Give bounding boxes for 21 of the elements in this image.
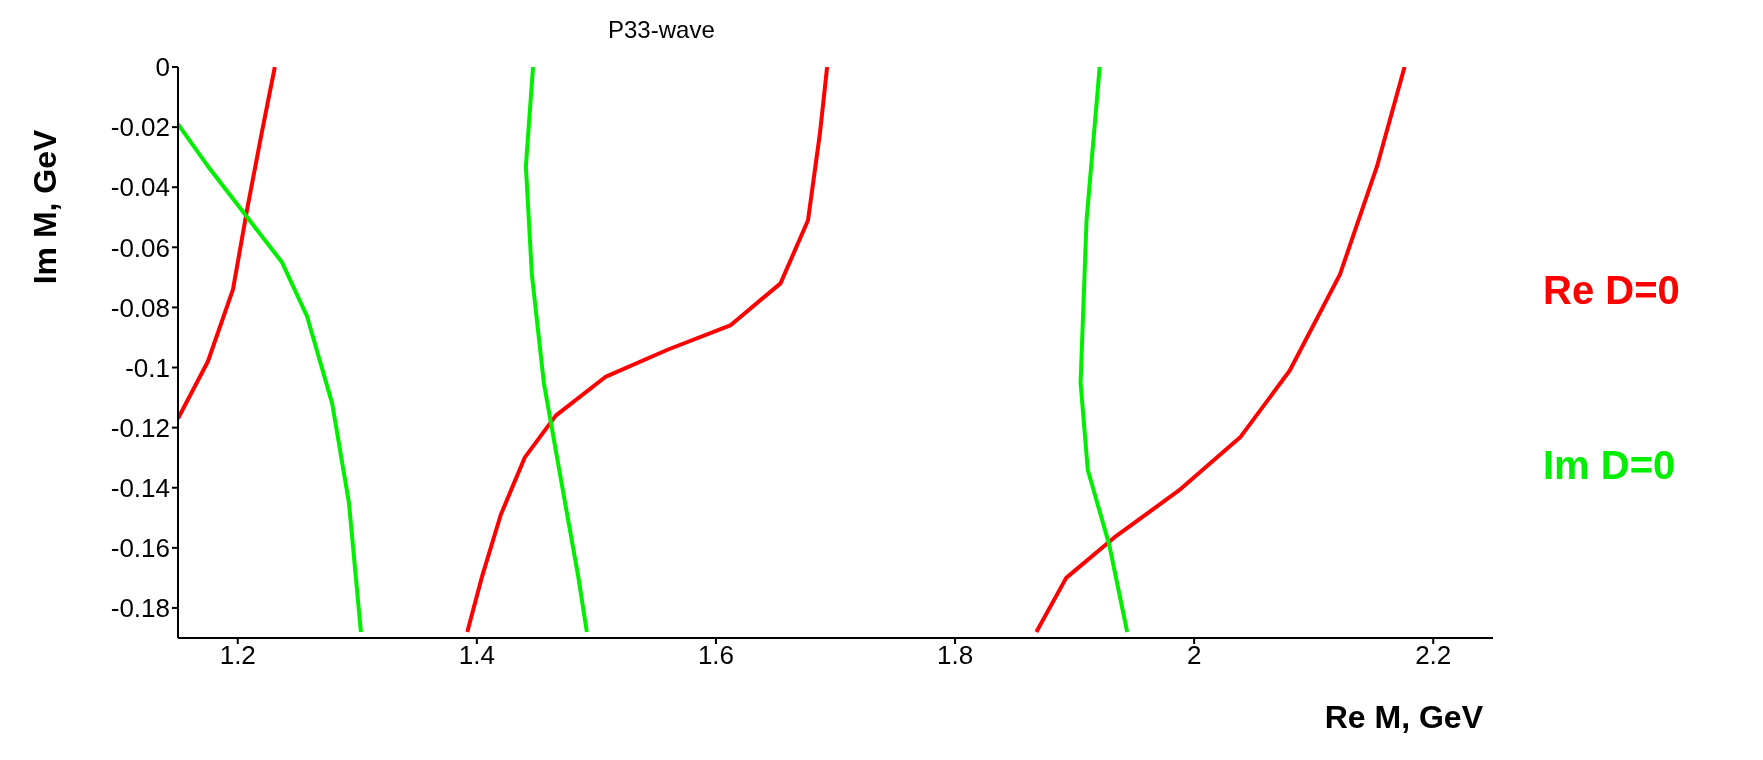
y-tick-label: -0.14 — [110, 472, 170, 503]
chart-title: P33-wave — [608, 16, 715, 44]
y-tick-label: -0.1 — [125, 352, 170, 383]
y-axis-title: Im M, GeV — [26, 128, 63, 285]
y-tick-label: -0.02 — [110, 112, 170, 143]
y-tick-label: -0.04 — [110, 172, 170, 203]
text: Im D=0 — [1543, 443, 1677, 488]
x-axis-title: Re M, GeV — [1324, 699, 1484, 735]
x-tick-label: 1.4 — [458, 640, 495, 671]
y-tick-label: -0.12 — [110, 412, 170, 443]
y-tick-label: -0.06 — [110, 232, 170, 263]
x-tick-label: 1.6 — [697, 640, 735, 671]
y-tick-label: -0.08 — [110, 292, 170, 323]
x-tick-label: 2.2 — [1415, 640, 1452, 671]
text: Re D=0 — [1543, 268, 1681, 313]
y-tick-label: -0.18 — [110, 593, 170, 624]
y-tick-label: 0 — [155, 52, 170, 83]
x-tick-label: 2 — [1186, 640, 1202, 671]
x-tick-label: 1.8 — [936, 640, 974, 671]
y-tick-label: -0.16 — [110, 533, 170, 564]
x-tick-label: 1.2 — [219, 640, 256, 671]
